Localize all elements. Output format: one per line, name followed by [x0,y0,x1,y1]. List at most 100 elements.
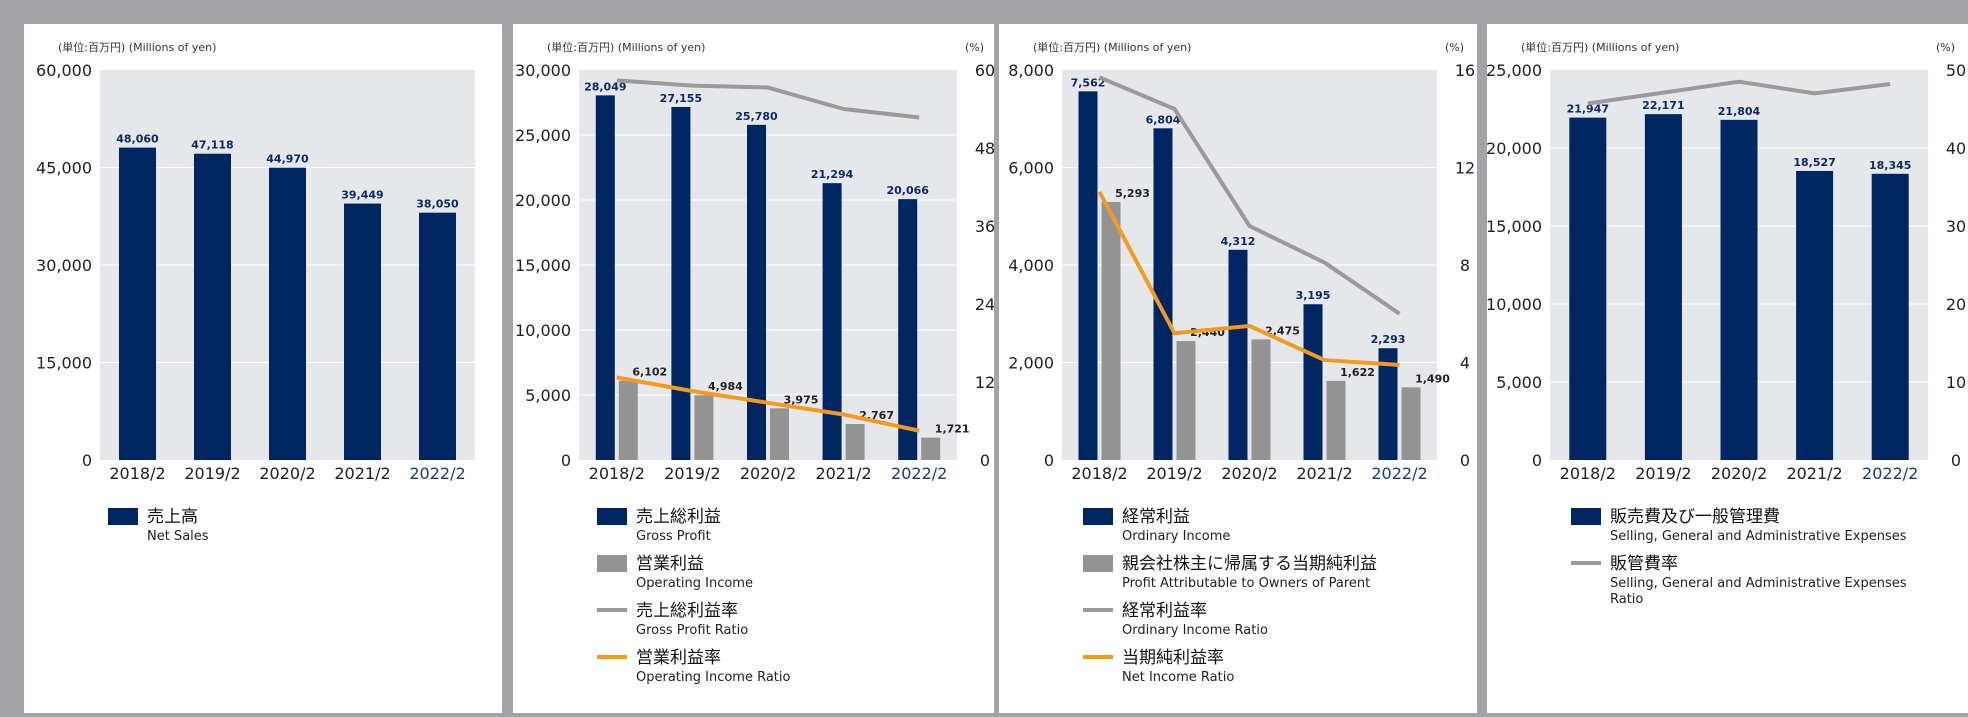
chart-net-sales: (単位:百万円) (Millions of yen) 60,000 45,000 30… [36,40,475,544]
x-tick-label: 2018/2 [1560,464,1616,483]
y2-tick-label: 60 [975,61,994,80]
data-label: 20,066 [886,184,929,197]
x-tick-label: 2020/2 [740,464,796,483]
legend-label: 当期純利益率 [1122,648,1224,668]
bar [1303,304,1323,460]
bar [898,199,918,460]
data-label: 7,562 [1071,76,1106,89]
y-tick-label: 2,000 [1008,354,1054,373]
data-label: 48,060 [116,133,159,146]
data-label: 4,312 [1221,235,1256,248]
chart-gross-profit-operating-income: (単位:百万円) (Millions of yen) (%) 30,000 25,00… [515,40,994,685]
x-tick-label: 2020/2 [1221,464,1277,483]
y-tick-label: 20,000 [515,191,571,210]
y-tick-label: 6,000 [1008,159,1054,178]
data-label: 6,804 [1146,113,1181,126]
unit-label-right: (%) [965,41,984,54]
y-tick-label: 15,000 [1487,217,1542,236]
bar [1326,380,1346,460]
y-tick-label: 15,000 [515,256,571,275]
bar [618,380,638,460]
x-tick-label: 2019/2 [184,464,240,483]
bar [1078,91,1098,460]
legend-label-en: Ordinary Income [1122,529,1230,544]
y-tick-label: 10,000 [515,321,571,340]
bar [1871,173,1909,460]
legend-label-en: Ratio [1610,592,1643,607]
x-tick-label: 2021/2 [334,464,390,483]
x-tick-label: 2021/2 [1296,464,1352,483]
bar [1251,339,1271,460]
chart-sga-expenses: (単位:百万円) (Millions of yen) (%) 25,000 20,00… [1487,40,1966,607]
chart-panel-net-sales: (単位:百万円) (Millions of yen) 60,000 45,000 30… [24,24,502,713]
y-tick-label: 0 [82,451,92,470]
data-label: 22,171 [1642,99,1684,112]
legend-swatch [597,508,627,525]
bar [1176,341,1196,460]
legend-label-en: Ordinary Income Ratio [1122,623,1268,638]
legend-label: 販管費率 [1610,554,1678,574]
legend-swatch [597,555,627,572]
legend-label: 営業利益 [636,554,704,574]
bar [921,437,941,460]
data-label: 27,155 [660,92,702,105]
bar [419,212,456,460]
y2-tick-label: 10 [1946,373,1966,392]
bar [1101,201,1121,460]
data-label: 21,804 [1718,105,1761,118]
data-label: 3,975 [784,393,819,406]
data-label: 39,449 [341,189,383,202]
y2-tick-label: 50 [1946,61,1966,80]
bar [1569,117,1607,460]
chart-panel-sga: (単位:百万円) (Millions of yen) (%) 25,000 20,00… [1487,24,1968,713]
y-tick-label: 30,000 [515,61,571,80]
y-tick-label: 30,000 [36,256,92,275]
x-tick-label: 2022/2 [1371,464,1427,483]
legend-label-en: Gross Profit Ratio [636,623,748,638]
legend-label: 売上総利益率 [636,601,738,621]
bar [1378,348,1398,460]
y-tick-label: 10,000 [1487,295,1542,314]
data-label: 2,475 [1265,324,1300,337]
y2-tick-label: 4 [1460,354,1470,373]
x-tick-label: 2021/2 [815,464,871,483]
y2-tick-label: 0 [1460,451,1470,470]
bar [1720,119,1758,460]
chart-panel-ordinary-net: (単位:百万円) (Millions of yen) (%) 8,000 6,000 4… [999,24,1477,713]
data-label: 18,527 [1793,156,1835,169]
data-label: 21,294 [811,168,854,181]
data-label: 21,947 [1567,103,1609,116]
x-tick-label: 2019/2 [1635,464,1691,483]
y-tick-label: 25,000 [515,126,571,145]
data-label: 38,050 [416,198,459,211]
y2-tick-label: 20 [1946,295,1966,314]
legend-label-en: Operating Income [636,576,753,591]
bar [822,183,842,461]
chart-ordinary-income-net-income: (単位:百万円) (Millions of yen) (%) 8,000 6,000 4… [1008,40,1475,685]
bar [1401,387,1421,460]
x-tick-label: 2022/2 [1862,464,1918,483]
y-tick-label: 5,000 [525,386,571,405]
unit-label-left: (単位:百万円) (Millions of yen) [1521,40,1679,54]
y2-tick-label: 12 [975,373,994,392]
bar [269,167,306,460]
data-label: 18,345 [1869,159,1911,172]
legend-swatch [108,508,138,525]
x-tick-label: 2022/2 [891,464,947,483]
data-label: 25,780 [735,110,778,123]
y2-tick-label: 8 [1460,256,1470,275]
legend-label: 親会社株主に帰属する当期純利益 [1122,554,1377,574]
data-label: 2,293 [1371,333,1406,346]
data-label: 1,721 [935,423,970,436]
y2-tick-label: 48 [975,139,994,158]
x-tick-label: 2020/2 [1711,464,1767,483]
line-series [616,78,920,120]
legend-label-en: Selling, General and Administrative Expe… [1610,529,1907,544]
bar [595,95,615,460]
y-tick-label: 20,000 [1487,139,1542,158]
chart-panel-gross-operating: (単位:百万円) (Millions of yen) (%) 30,000 25,00… [513,24,994,713]
data-label: 6,102 [632,366,667,379]
y-tick-label: 0 [1044,451,1054,470]
legend-label-en: Gross Profit [636,529,711,544]
bar [344,203,381,461]
